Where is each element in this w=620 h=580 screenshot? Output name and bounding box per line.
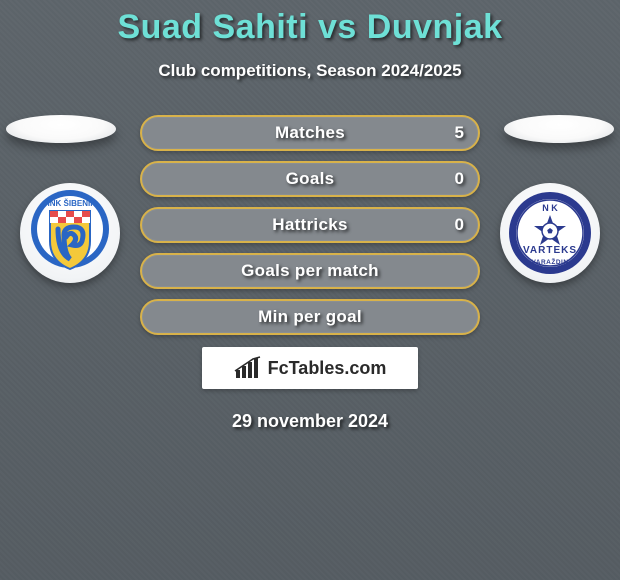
stat-label: Hattricks bbox=[272, 215, 347, 235]
stat-right-value: 0 bbox=[455, 169, 464, 189]
stat-row-goals-per-match: Goals per match bbox=[140, 253, 480, 289]
svg-text:N K: N K bbox=[542, 203, 558, 213]
subtitle: Club competitions, Season 2024/2025 bbox=[0, 61, 620, 81]
brand-name: FcTables.com bbox=[268, 358, 387, 379]
right-club-badge: N K VARTEKS VARAŽDIN bbox=[500, 183, 600, 283]
stat-row-goals: Goals 0 bbox=[140, 161, 480, 197]
varteks-crest-icon: N K VARTEKS VARAŽDIN bbox=[508, 191, 592, 275]
left-club-badge: HNK ŠIBENIK bbox=[20, 183, 120, 283]
stat-label: Matches bbox=[275, 123, 345, 143]
stat-label: Goals per match bbox=[241, 261, 379, 281]
left-player-platform bbox=[6, 115, 116, 143]
stat-pill-list: Matches 5 Goals 0 Hattricks 0 Goals per … bbox=[140, 115, 480, 335]
stat-label: Min per goal bbox=[258, 307, 362, 327]
stat-right-value: 0 bbox=[455, 215, 464, 235]
comparison-stage: HNK ŠIBENIK N K bbox=[0, 115, 620, 432]
page-title: Suad Sahiti vs Duvnjak bbox=[0, 0, 620, 47]
svg-text:VARAŽDIN: VARAŽDIN bbox=[531, 257, 568, 266]
brand-link[interactable]: FcTables.com bbox=[202, 347, 418, 389]
stat-row-matches: Matches 5 bbox=[140, 115, 480, 151]
svg-text:VARTEKS: VARTEKS bbox=[523, 245, 577, 256]
svg-text:HNK ŠIBENIK: HNK ŠIBENIK bbox=[44, 199, 96, 208]
date-label: 29 november 2024 bbox=[0, 411, 620, 432]
stat-row-hattricks: Hattricks 0 bbox=[140, 207, 480, 243]
sibenik-crest-icon: HNK ŠIBENIK bbox=[30, 189, 110, 277]
right-player-platform bbox=[504, 115, 614, 143]
stat-right-value: 5 bbox=[455, 123, 464, 143]
stat-row-min-per-goal: Min per goal bbox=[140, 299, 480, 335]
stat-label: Goals bbox=[286, 169, 335, 189]
bar-chart-icon bbox=[234, 356, 262, 380]
